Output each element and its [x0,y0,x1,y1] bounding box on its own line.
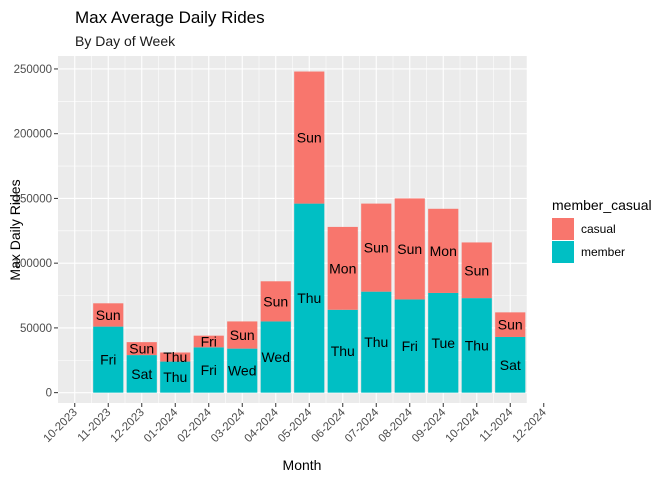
bar-label-member-06-2024: Thu [331,343,355,359]
bar-label-casual-02-2024: Fri [201,333,217,349]
x-tick-label: 11-2023 [76,407,114,445]
bar-label-member-11-2023: Fri [100,352,116,368]
bar-member-11-2024 [495,336,526,393]
bar-label-member-02-2024: Fri [201,362,217,378]
chart-subtitle: By Day of Week [75,33,176,49]
bar-member-05-2024 [294,203,325,393]
bar-label-member-04-2024: Wed [261,349,290,365]
y-axis-title: Max Daily Rides [7,179,23,280]
bar-casual-03-2024 [227,321,258,349]
bar-label-member-11-2024: Sat [500,357,521,373]
bar-label-casual-04-2024: Sun [263,293,288,309]
bar-member-10-2024 [461,298,492,393]
x-tick-label: 09-2024 [410,406,449,445]
bar-member-11-2023 [93,326,124,393]
x-tick-label: 07-2024 [343,406,382,445]
bar-label-casual-06-2024: Mon [329,260,356,276]
bar-label-member-09-2024: Tue [431,335,455,351]
bar-casual-06-2024 [327,226,358,310]
bar-label-casual-10-2024: Sun [464,262,489,278]
y-tick-label: 150000 [14,193,52,205]
bar-member-09-2024 [428,292,459,393]
bar-casual-01-2024 [160,352,191,362]
y-tick-label: 100000 [14,258,52,270]
bar-casual-02-2024 [193,335,224,348]
bar-label-member-12-2023: Sat [131,366,152,382]
x-tick-label: 01-2024 [142,406,181,445]
bar-label-casual-09-2024: Mon [430,243,457,259]
bar-label-member-08-2024: Fri [402,338,418,354]
x-tick-label: 04-2024 [243,406,282,445]
x-axis-title: Month [283,457,322,473]
bar-label-member-10-2024: Thu [465,337,489,353]
legend-label-member: member [581,245,625,259]
bar-member-04-2024 [260,321,291,393]
bar-casual-12-2023 [126,342,157,356]
bar-casual-11-2024 [495,312,526,337]
bar-casual-07-2024 [361,203,392,292]
bar-casual-05-2024 [294,71,325,204]
y-tick-label: 0 [46,388,52,400]
legend-label-casual: casual [581,222,616,236]
bar-casual-10-2024 [461,242,492,299]
bar-member-06-2024 [327,309,358,393]
legend: member_casual casual member [552,197,652,263]
y-tick-label: 250000 [14,64,52,76]
bar-label-casual-08-2024: Sun [397,241,422,257]
bar-casual-11-2023 [93,303,124,327]
legend-title: member_casual [552,197,652,213]
bar-label-casual-03-2024: Sun [230,327,255,343]
x-tick-label: 08-2024 [377,406,416,445]
y-axis: 0 50000 100000 150000 200000 250000 [14,64,58,400]
bar-labels-group: Fri Sun Sat Sun Thu Thu Fri Fri Wed Sun Wed Sun Thu S… [96,130,523,386]
bar-label-member-07-2024: Thu [364,334,388,350]
x-tick-label: 12-2024 [511,406,550,445]
bar-member-08-2024 [394,299,425,393]
x-axis: 10-202311-202312-202301-202402-202403-20… [42,403,550,445]
y-tick-label: 200000 [14,129,52,141]
bars-group [93,71,526,393]
x-tick-label: 12-2023 [109,407,147,445]
bar-member-01-2024 [160,361,191,393]
bar-label-casual-07-2024: Sun [364,240,389,256]
bar-label-member-03-2024: Wed [228,363,257,379]
x-tick-label: 11-2024 [478,406,516,444]
bar-member-12-2023 [126,355,157,393]
legend-key-member [552,241,574,263]
y-tick-label: 50000 [20,323,52,335]
bar-label-member-05-2024: Thu [297,290,321,306]
bar-casual-04-2024 [260,281,291,322]
bar-member-07-2024 [361,291,392,393]
x-tick-label: 03-2024 [209,406,248,445]
x-tick-label: 10-2023 [42,407,80,445]
x-tick-label: 02-2024 [176,406,215,445]
bar-label-casual-05-2024: Sun [297,130,322,146]
x-tick-label: 10-2024 [444,406,483,445]
bar-label-member-01-2024: Thu [163,369,187,385]
legend-key-casual [552,218,574,240]
bar-label-casual-11-2023: Sun [96,307,121,323]
x-tick-label: 05-2024 [276,406,315,445]
bar-casual-08-2024 [394,198,425,300]
bar-label-casual-01-2024: Thu [163,349,187,365]
chart-title: Max Average Daily Rides [75,8,265,27]
bar-label-casual-12-2023: Sun [129,341,154,357]
bar-member-02-2024 [193,347,224,393]
x-tick-label: 06-2024 [310,406,349,445]
bar-label-casual-11-2024: Sun [498,317,523,333]
bar-casual-09-2024 [428,208,459,293]
bar-member-03-2024 [227,348,258,393]
